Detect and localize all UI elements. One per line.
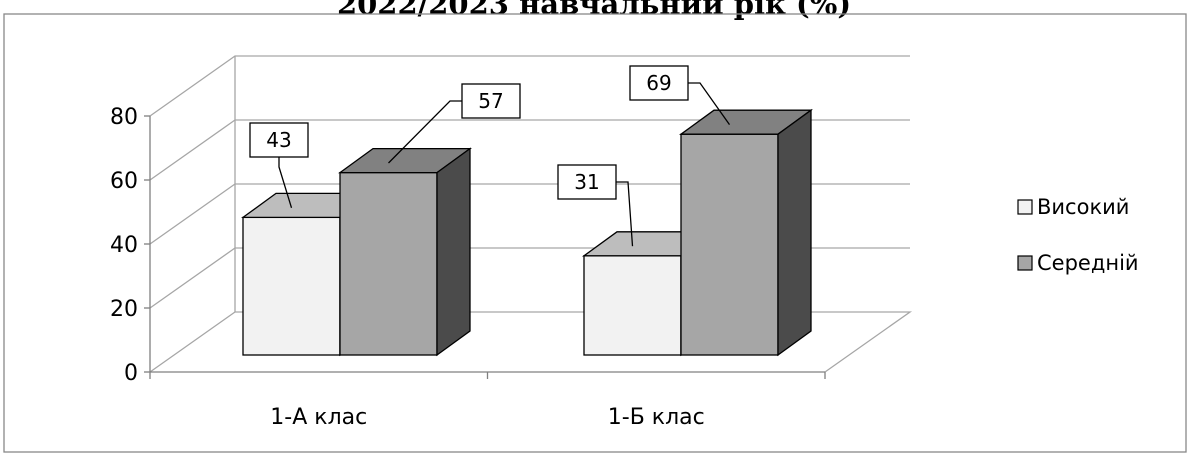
data-label-leader [388, 100, 462, 164]
bar [680, 133, 779, 356]
bar [583, 255, 682, 356]
y-tick-label: 0 [124, 361, 138, 386]
data-label: 57 [478, 89, 503, 113]
data-label-box [557, 164, 617, 200]
legend-swatch-high [1017, 199, 1033, 215]
bars [241, 108, 813, 357]
bar [339, 171, 438, 356]
legend: Високий Середній [1017, 195, 1139, 275]
chart-frame [3, 13, 1187, 453]
data-label-box [249, 122, 309, 158]
data-label-leader [688, 82, 731, 125]
floor-outline [149, 311, 913, 373]
chart-title: 2022/2023 навчальний рік (%) [337, 0, 851, 21]
y-tick-label: 60 [110, 169, 138, 194]
bar [242, 216, 341, 356]
legend-label-high: Високий [1037, 195, 1129, 219]
legend-label-mid: Середній [1037, 251, 1139, 275]
bar-side [777, 108, 812, 357]
data-label-leader [616, 181, 634, 247]
category-label: 1-А клас [270, 405, 367, 430]
data-label-leader [278, 157, 293, 208]
data-label: 43 [266, 128, 291, 152]
gridline [149, 119, 910, 181]
axis: 0 20 40 60 80 1-А клас 1-Б клас [110, 105, 826, 430]
data-label: 31 [574, 170, 599, 194]
data-label: 69 [646, 71, 671, 95]
data-label-box [629, 65, 689, 101]
y-tick-label: 40 [110, 233, 138, 258]
legend-swatch-mid [1017, 255, 1033, 271]
y-tick-label: 20 [110, 297, 138, 322]
data-labels: 43 57 31 69 [249, 65, 731, 247]
gridline [149, 55, 910, 117]
category-label: 1-Б клас [608, 405, 705, 430]
bar-side [436, 147, 471, 357]
data-label-box [461, 83, 521, 119]
y-tick-label: 80 [110, 105, 138, 130]
